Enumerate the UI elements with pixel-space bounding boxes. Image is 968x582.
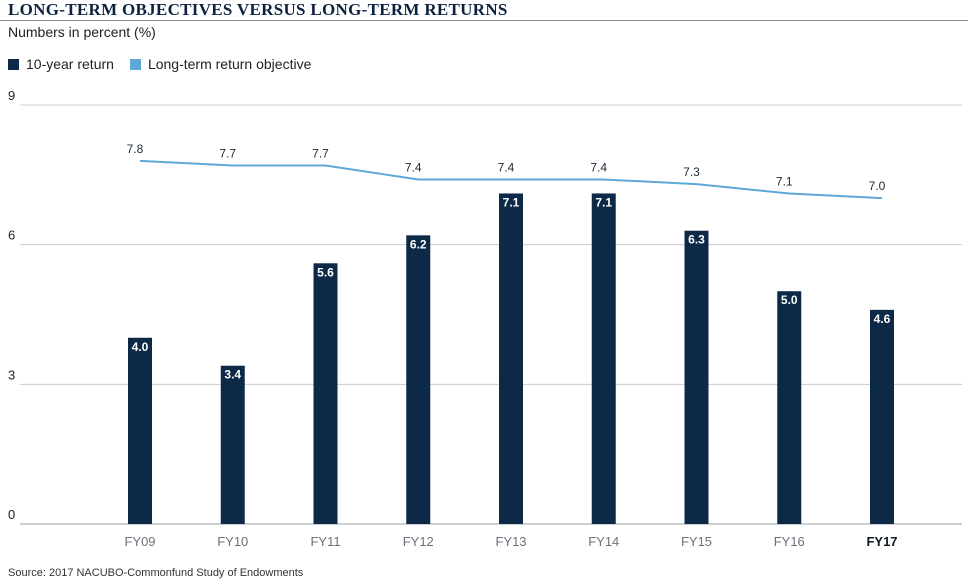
line-value-label: 7.0 — [869, 179, 886, 193]
x-tick-label: FY15 — [681, 534, 712, 549]
x-tick-label: FY17 — [866, 534, 897, 549]
legend: 10-year return Long-term return objectiv… — [8, 56, 327, 72]
x-tick-label: FY11 — [310, 534, 340, 549]
y-tick-label: 3 — [8, 367, 15, 382]
bar-value-label: 7.1 — [595, 195, 612, 209]
bar-value-label: 4.0 — [132, 340, 149, 354]
x-tick-label: FY16 — [774, 534, 805, 549]
bar — [777, 291, 802, 524]
legend-item-line: Long-term return objective — [129, 56, 312, 72]
legend-swatch-bars — [8, 58, 19, 70]
chart-subtitle: Numbers in percent (%) — [8, 24, 156, 40]
legend-item-bars: 10-year return — [8, 56, 114, 72]
bar-value-label: 6.2 — [410, 237, 427, 251]
x-tick-label: FY12 — [403, 534, 434, 549]
line-value-label: 7.7 — [312, 147, 329, 161]
bar — [591, 193, 616, 524]
bar — [128, 337, 152, 524]
bar — [870, 309, 894, 524]
bar — [684, 230, 709, 524]
y-tick-label: 6 — [8, 228, 15, 243]
bar-value-label: 3.4 — [224, 368, 241, 382]
y-tick-label: 9 — [8, 88, 15, 103]
x-tick-label: FY10 — [217, 534, 248, 549]
bar-value-label: 4.6 — [874, 312, 891, 326]
bar — [499, 193, 523, 524]
line-value-label: 7.7 — [219, 147, 236, 161]
bar — [220, 365, 245, 524]
line-value-label: 7.3 — [683, 165, 700, 179]
line-value-label: 7.4 — [590, 160, 607, 174]
x-tick-label: FY09 — [124, 534, 155, 549]
x-tick-label: FY13 — [495, 534, 526, 549]
bar — [406, 235, 431, 524]
line-value-label: 7.1 — [776, 174, 793, 188]
y-tick-label: 0 — [8, 507, 15, 522]
bar-value-label: 5.6 — [317, 265, 334, 279]
line-value-label: 7.8 — [127, 142, 144, 156]
legend-label-bars: 10-year return — [26, 56, 114, 72]
chart-title: LONG-TERM OBJECTIVES VERSUS LONG-TERM RE… — [8, 0, 508, 19]
objective-line — [139, 159, 883, 200]
bar-value-label: 5.0 — [781, 293, 798, 307]
x-tick-label: FY14 — [588, 534, 619, 549]
bar-value-label: 6.3 — [688, 233, 705, 247]
line-value-label: 7.4 — [498, 160, 515, 174]
bar-value-label: 7.1 — [503, 195, 520, 209]
line-value-label: 7.4 — [405, 160, 422, 174]
bar — [313, 263, 338, 524]
title-divider — [0, 20, 968, 21]
source-note: Source: 2017 NACUBO-Commonfund Study of … — [8, 567, 304, 579]
legend-label-line: Long-term return objective — [147, 56, 312, 72]
legend-swatch-line — [129, 58, 141, 70]
